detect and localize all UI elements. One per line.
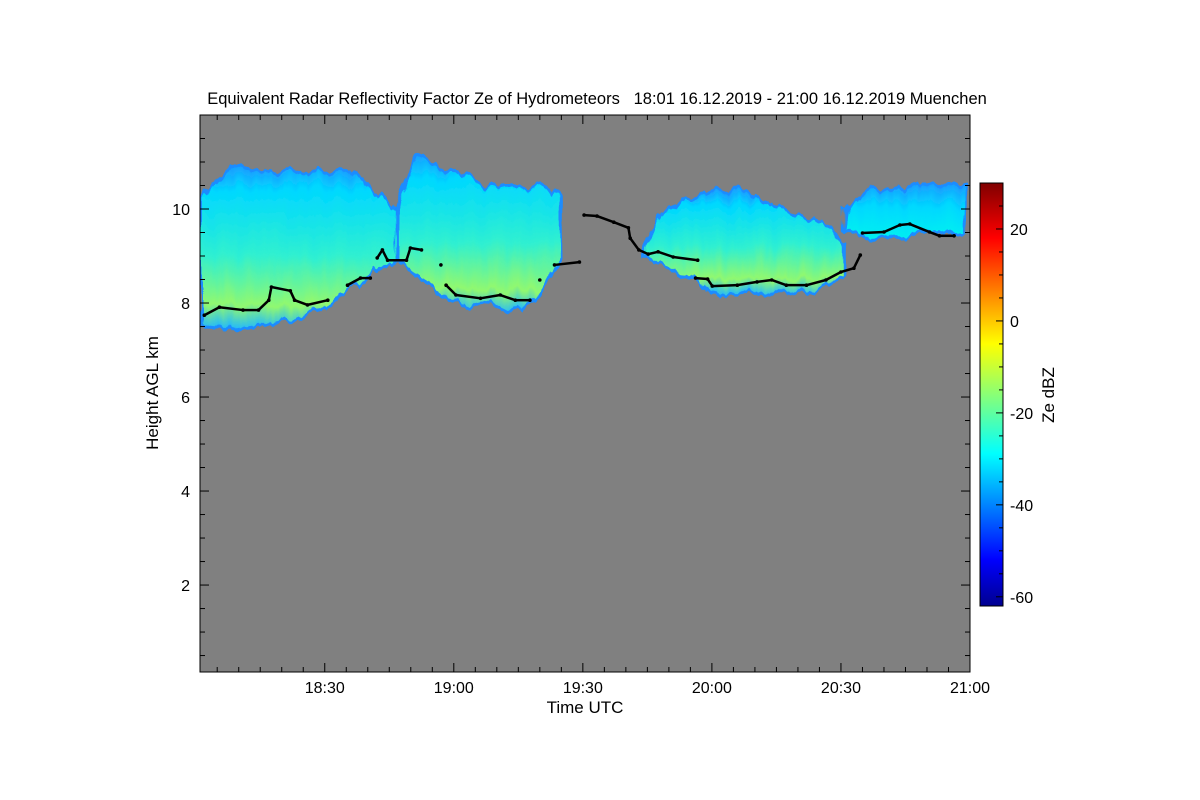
colorbar-label: Ze dBZ [1039,367,1058,423]
plot-frame [199,114,971,673]
cloud-base-point [368,276,373,280]
cloud-base-point [419,248,424,252]
cloud-region-3 [641,188,847,296]
cloud-base-segment [909,222,931,234]
chart-title: Equivalent Radar Reflectivity Factor Ze … [207,90,987,108]
cloud-base-segment [840,267,855,274]
cloud-region-4 [843,184,968,239]
cloud-base-segment [584,213,598,218]
colorbar-tick-label: -60 [1010,590,1033,607]
x-axis-label: Time UTC [547,698,624,717]
cloud-base-segment [825,270,842,282]
cloud-base-segment [410,246,422,252]
cloud-base-segment [271,285,291,293]
cloud-base-segment [445,284,457,296]
cloud-base-segment [294,299,308,307]
cloud-base-segment [657,250,674,259]
x-tick-label: 18:30 [305,680,345,697]
cloud-base-segment [499,293,516,302]
cloud-base-segment [771,278,787,287]
y-axis-label: Height AGL km [143,336,162,450]
cloud-base-segment [929,230,940,237]
x-tick-label: 19:00 [434,680,474,697]
cloud-base-segment [219,306,244,312]
x-tick-label: 19:30 [563,680,603,697]
cloud-base-segment [627,227,632,239]
cloud-base-segment [613,221,629,229]
cloud-base-segment [852,254,862,269]
cloud-base-segment [554,260,580,267]
cloud-base-segment [629,237,640,251]
cloud-base-segment [756,278,772,284]
cloud-base-segment [862,230,885,235]
cloud-base-segment [480,293,501,300]
x-tick-label: 20:00 [692,680,732,697]
colorbar-tick-label: 20 [1010,222,1028,239]
cloud-base-point [695,258,700,263]
cloud-base-segment [673,255,698,262]
cloud-base-segment [596,214,615,224]
cloud-region-2 [396,155,563,315]
cloud-base-point [538,278,542,282]
cloud-base-point [577,260,582,264]
cloud-base-segment [203,306,220,317]
cloud-base-segment [737,280,758,287]
y-tick-label: 8 [181,296,190,313]
x-tick-label: 21:00 [950,680,990,697]
x-tick-label: 20:30 [821,680,861,697]
colorbar [979,182,1004,607]
cloud-base-point [952,234,956,238]
cloud-base-segment [381,249,389,261]
cloud-base-segment [346,277,362,287]
cloud-base-point [326,298,330,303]
colorbar-tick-label: -20 [1010,406,1033,423]
y-tick-label: 4 [181,484,190,501]
cloud-base-segment [307,298,329,307]
cloud-base-segment [883,223,901,234]
cloud-base-segment [405,247,412,261]
cloud-base-point [439,263,443,267]
cloud-base-point [858,253,863,257]
cloud-base-segment [806,278,827,287]
y-tick-label: 10 [172,202,190,219]
colorbar-tick-label: -40 [1010,498,1033,515]
y-tick-label: 2 [181,578,190,595]
y-tick-label: 6 [181,390,190,407]
cloud-base-point [528,298,532,303]
cloud-base-segment [257,299,270,311]
colorbar-tick-label: 0 [1010,314,1019,331]
cloud-base-segment [712,283,738,288]
cloud-base-segment [695,276,708,281]
cloud-base-segment [267,286,273,301]
cloud-base-segment [455,293,481,300]
